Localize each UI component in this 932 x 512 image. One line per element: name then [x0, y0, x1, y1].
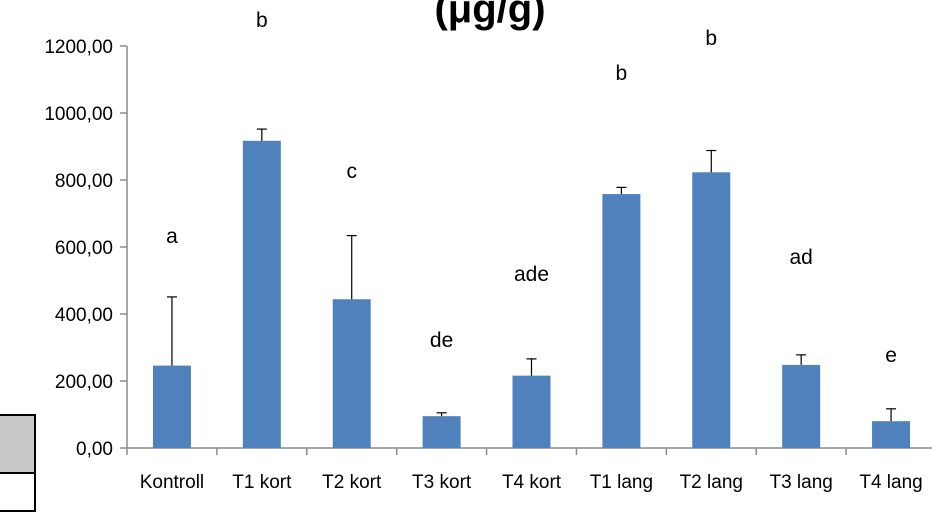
- y-tick-label: 400,00: [55, 305, 113, 326]
- y-tick-group: 0,00 200,00 400,00 600,00 800,00 1000,00 1200,…: [44, 37, 127, 460]
- bar-chart: (μg/g) 0,00 200,00 400,00 600,00 800,00 1000,…: [44, 0, 932, 493]
- significance-label: ade: [514, 263, 549, 286]
- bar-t4-kort: [512, 375, 551, 448]
- bar-group: [152, 140, 911, 449]
- significance-label: b: [616, 62, 628, 85]
- category-label: T1 kort: [232, 472, 292, 493]
- significance-label: b: [705, 27, 717, 50]
- bar-t1-lang: [602, 194, 641, 448]
- category-label: T2 lang: [680, 472, 743, 493]
- side-panel-box-white: [0, 472, 36, 512]
- significance-label: e: [885, 344, 897, 367]
- bar-t3-lang: [782, 364, 821, 448]
- significance-label: de: [430, 329, 453, 352]
- bar-t1-kort: [242, 140, 281, 448]
- bar-t2-kort: [332, 299, 371, 448]
- bar-kontroll: [152, 365, 191, 448]
- y-tick-label: 1200,00: [44, 37, 113, 58]
- y-tick-label: 1000,00: [44, 104, 113, 125]
- bar-t4-lang: [872, 421, 911, 448]
- bar-t3-kort: [422, 416, 461, 448]
- significance-label: c: [346, 160, 357, 183]
- significance-label: b: [256, 9, 268, 32]
- category-label: T4 kort: [502, 472, 562, 493]
- category-label: Kontroll: [140, 472, 204, 493]
- significance-label: a: [166, 225, 178, 248]
- category-label: T3 kort: [412, 472, 472, 493]
- x-tick-group: [126, 448, 847, 455]
- chart-title-fragment: (μg/g): [434, 0, 545, 31]
- y-tick-label: 200,00: [55, 372, 113, 393]
- category-label: T4 lang: [859, 472, 922, 493]
- title-fragment-group: (μg/g): [434, 0, 545, 31]
- side-panel-box-gray: [0, 414, 36, 474]
- category-label: T3 lang: [769, 472, 832, 493]
- error-bar-group: [166, 128, 897, 422]
- y-tick-label: 600,00: [55, 238, 113, 259]
- y-tick-label: 800,00: [55, 171, 113, 192]
- bar-t2-lang: [692, 172, 731, 449]
- category-label: T2 kort: [322, 472, 382, 493]
- category-label-group: Kontroll T1 kort T2 kort T3 kort T4 kort T1 l…: [140, 472, 923, 493]
- significance-label: ad: [789, 246, 812, 269]
- category-label: T1 lang: [590, 472, 653, 493]
- y-tick-label: 0,00: [76, 439, 113, 460]
